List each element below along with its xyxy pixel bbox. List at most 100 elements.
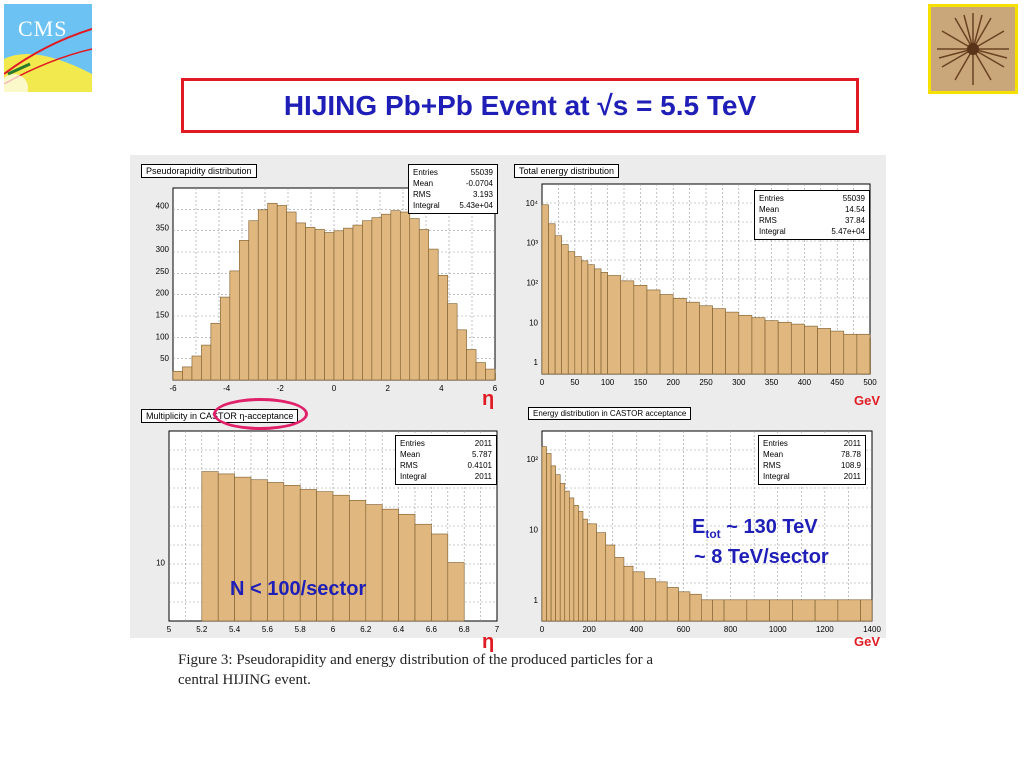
y-tick-label: 10⁴ [526,199,539,208]
y-tick-label: 10 [156,559,165,568]
stats-row: Mean 5.787 [400,449,492,460]
stats-label: Mean [763,450,784,459]
pseudorapidity-panel: -6 -4 -2 0 2 4 6 400 350 300 250 200 150 100 50 Pseudo… [133,158,503,398]
histogram-bar [620,280,635,375]
histogram-bar [632,571,645,622]
stats-label: RMS [763,461,781,470]
y-tick-label: 350 [156,223,170,232]
x-tick-label: 450 [831,378,845,387]
histogram-bar [431,533,449,622]
histogram-bar [229,270,240,381]
histogram-bar [333,230,344,381]
etot-annotation: Etot ~ 130 TeV [692,516,818,541]
stats-value: 78.78 [840,450,861,459]
n-sector-annotation: N < 100/sector [230,578,367,600]
histogram-bar [738,314,753,375]
x-tick-label: 100 [601,378,615,387]
histogram-bar [349,500,367,622]
histogram-bar [686,301,700,375]
histogram-bar [574,256,582,375]
y-tick-label: 10² [526,455,538,464]
histogram-bar [182,366,193,381]
histogram-bar [607,275,622,375]
x-tick-label: 150 [634,378,648,387]
stats-value: 2011 [474,439,492,448]
stats-value: 55039 [842,194,865,203]
stats-label: Integral [759,227,786,236]
histogram-bar [746,599,770,622]
histogram-bar [605,544,616,622]
highlight-circle [213,398,308,430]
histogram-bar [466,349,477,381]
histogram-bar [381,508,399,622]
histogram-bar [201,471,219,622]
histogram-bar [541,446,547,622]
stats-row: Mean -0.0704 [413,178,493,189]
stats-box: Entries 55039 Mean -0.0704 RMS 3.193 Integral 5… [408,164,498,214]
histogram-bar [790,323,805,375]
histogram-bar [701,599,713,622]
total-energy-panel: 0 50 100 150 200 250 300 350 400 450 500 10⁴ 10³ 10² 1… [508,158,884,398]
stats-value: 37.84 [844,216,865,225]
x-tick-label: 6 [331,625,336,634]
histogram-bar [352,224,363,381]
histogram-bar [860,599,873,622]
histogram-bar [437,274,448,381]
x-tick-label: 5.6 [262,625,274,634]
x-tick-label: 4 [439,384,444,393]
histogram-bar [659,294,674,375]
histogram-bar [390,210,401,381]
stats-label: RMS [400,461,418,470]
x-tick-label: 200 [582,625,596,634]
y-tick-label: 1 [534,596,539,605]
stats-row: RMS 37.84 [759,215,865,226]
stats-row: RMS 0.4101 [400,460,492,471]
y-tick-label: 400 [156,201,170,210]
histogram-bar [814,599,839,622]
stats-label: RMS [759,216,777,225]
x-tick-label: 6.8 [459,625,471,634]
histogram-bar [600,272,608,375]
y-tick-label: 10³ [526,239,538,248]
stats-label: Entries [400,439,425,448]
x-tick-label: -6 [169,384,177,393]
histogram-bar [447,562,465,622]
stats-value: 3.193 [472,190,493,199]
histogram-bar [578,511,584,622]
histogram-bar [381,213,392,381]
per-sector-annotation: ~ 8 TeV/sector [694,546,829,568]
histogram-bar [295,222,306,381]
y-tick-label: 100 [156,332,170,341]
x-tick-label: 250 [699,378,713,387]
vergina-sun-icon [928,4,1018,94]
x-tick-label: 6.2 [360,625,372,634]
histogram-bar [371,217,382,381]
x-tick-label: 1200 [816,625,834,634]
cms-logo-text: CMS [18,16,68,41]
stats-value: 5.47e+04 [831,227,865,236]
histogram-bar [559,483,566,622]
panel-title: Total energy distribution [514,164,620,178]
histogram-bar [494,373,496,381]
x-tick-label: 50 [570,378,579,387]
histogram-bar [646,289,661,375]
stats-row: Integral 5.47e+04 [759,226,865,237]
histogram-bar [573,505,579,622]
stats-row: Entries 2011 [763,438,861,449]
x-tick-label: 6 [493,384,498,393]
histogram-bar [569,497,575,622]
histogram-bar [582,518,588,622]
x-tick-label: 5.4 [229,625,241,634]
histogram-bar [299,489,317,622]
histogram-bar [238,240,250,381]
stats-label: Integral [400,472,427,481]
y-tick-label: 10 [529,318,538,327]
stats-value: 2011 [474,472,492,481]
histogram-bar [257,209,269,381]
histogram-bar [672,298,687,375]
y-tick-label: 10² [526,279,538,288]
histogram-bar [398,513,416,622]
stats-box: Entries 55039 Mean 14.54 RMS 37.84 Integral 5.4… [754,190,870,240]
histogram-bar [362,220,373,381]
histogram-bar [769,599,793,622]
